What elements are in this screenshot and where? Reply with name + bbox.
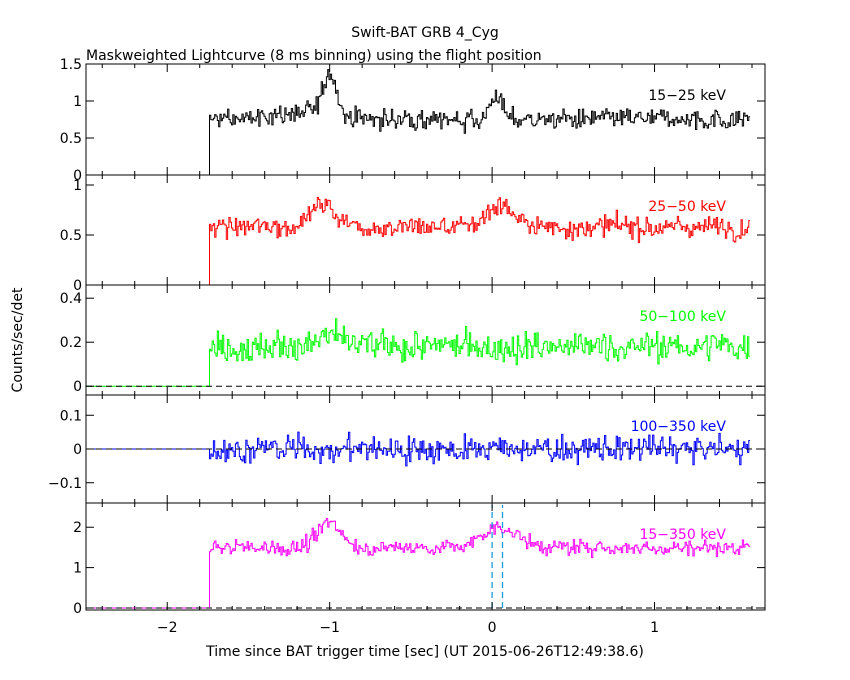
y-tick-label-1-4: 1.5: [60, 57, 82, 73]
x-tick-label-2: −1: [319, 620, 340, 636]
band-label-2: 25−50 keV: [648, 199, 726, 215]
chart-title: Swift-BAT GRB 4_Cyg: [351, 25, 499, 41]
y-tick-label-3-1: 0: [73, 379, 82, 395]
y-tick-label-1-2: 0.5: [60, 131, 82, 147]
y-tick-label-4-3: 0.1: [60, 408, 82, 424]
band-label-4: 100−350 keV: [631, 419, 727, 435]
y-tick-label-1-1: 0: [73, 168, 82, 184]
series-line-panel-3: [86, 318, 751, 387]
band-label-1: 15−25 keV: [648, 88, 726, 104]
y-tick-label-5-2: 1: [73, 561, 82, 577]
y-tick-label-3-3: 0.4: [60, 291, 82, 307]
y-tick-label-3-2: 0.2: [60, 335, 82, 351]
x-tick-label-4: 1: [650, 620, 659, 636]
y-tick-label-1-3: 1: [73, 94, 82, 110]
panel-frame-1: [85, 63, 766, 176]
y-tick-label-2-3: 1: [73, 178, 82, 194]
series-line-panel-4: [86, 431, 751, 467]
chart-subtitle: Maskweighted Lightcurve (8 ms binning) u…: [86, 48, 542, 64]
series-line-panel-1: [86, 69, 751, 176]
x-axis-label: Time since BAT trigger time [sec] (UT 20…: [205, 644, 644, 660]
band-label-3: 50−100 keV: [639, 309, 726, 325]
y-axis-label: Counts/sec/det: [10, 287, 26, 392]
band-label-5: 15−350 keV: [639, 527, 726, 543]
series-line-panel-2: [86, 197, 751, 286]
x-tick-label-1: −2: [157, 620, 178, 636]
panels-group: 0 0.5 1 1.5 15−25 keV 0 0.5 1 25−50 keV 0 0.2 0.4 50…: [48, 57, 766, 636]
y-tick-label-5-1: 0: [73, 601, 82, 617]
x-tick-label-3: 0: [488, 620, 497, 636]
y-tick-label-4-1: −0.1: [48, 476, 82, 492]
series-line-panel-5: [86, 518, 751, 609]
panel-frame-5: [85, 502, 766, 611]
y-tick-label-2-1: 0: [73, 278, 82, 294]
y-tick-label-5-3: 2: [73, 520, 82, 536]
y-tick-label-2-2: 0.5: [60, 228, 82, 244]
y-tick-label-4-2: 0: [73, 442, 82, 458]
